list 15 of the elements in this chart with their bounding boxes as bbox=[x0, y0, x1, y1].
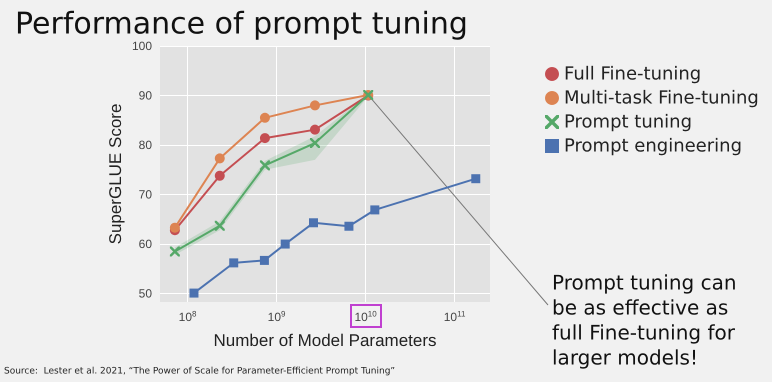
y-tick-label: 90 bbox=[138, 88, 152, 103]
y-tick-label: 50 bbox=[138, 286, 152, 301]
y-tick-label: 60 bbox=[138, 237, 152, 252]
y-axis-title: SuperGLUE Score bbox=[106, 104, 125, 244]
legend-label: Prompt tuning bbox=[564, 112, 692, 132]
legend-label: Prompt engineering bbox=[564, 136, 742, 156]
y-tick-label: 70 bbox=[138, 188, 152, 202]
x-axis-title: Number of Model Parameters bbox=[214, 331, 436, 350]
y-tick-label: 80 bbox=[138, 138, 152, 152]
legend-label: Full Fine-tuning bbox=[564, 64, 702, 84]
chart-title: Performance of prompt tuning bbox=[15, 6, 468, 42]
text: Prompt tuning can be as effective as full Fine-tuning for larger models! bbox=[552, 270, 743, 370]
source-note: Source: Lester et al. 2021, “The Power of Scale for Parameter-Efficient Prompt Tuning” bbox=[4, 366, 396, 376]
legend-label: Multi-task Fine-tuning bbox=[564, 88, 759, 108]
y-tick-label: 100 bbox=[132, 39, 152, 53]
